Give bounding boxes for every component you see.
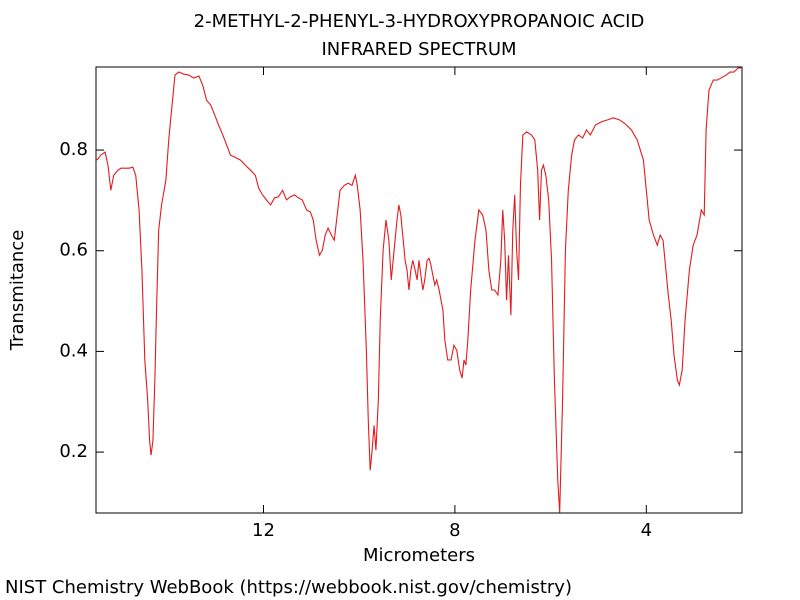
- chart-subtitle: INFRARED SPECTRUM: [321, 39, 516, 60]
- x-tick-label: 4: [641, 520, 652, 541]
- y-tick-label: 0.8: [59, 139, 88, 160]
- spectrum-line: [96, 67, 742, 513]
- y-tick-label: 0.4: [59, 340, 88, 361]
- x-axis-label: Micrometers: [363, 545, 475, 566]
- chart-title: 2-METHYL-2-PHENYL-3-HYDROXYPROPANOIC ACI…: [194, 11, 645, 32]
- x-tick-label: 8: [449, 520, 460, 541]
- y-tick-label: 0.6: [59, 240, 88, 261]
- footer: NIST Chemistry WebBook (https://webbook.…: [5, 577, 572, 598]
- x-tick-label: 12: [252, 520, 275, 541]
- plot-frame: [95, 66, 743, 514]
- y-tick-label: 0.2: [59, 441, 88, 462]
- y-axis-label: Transmitance: [7, 230, 28, 352]
